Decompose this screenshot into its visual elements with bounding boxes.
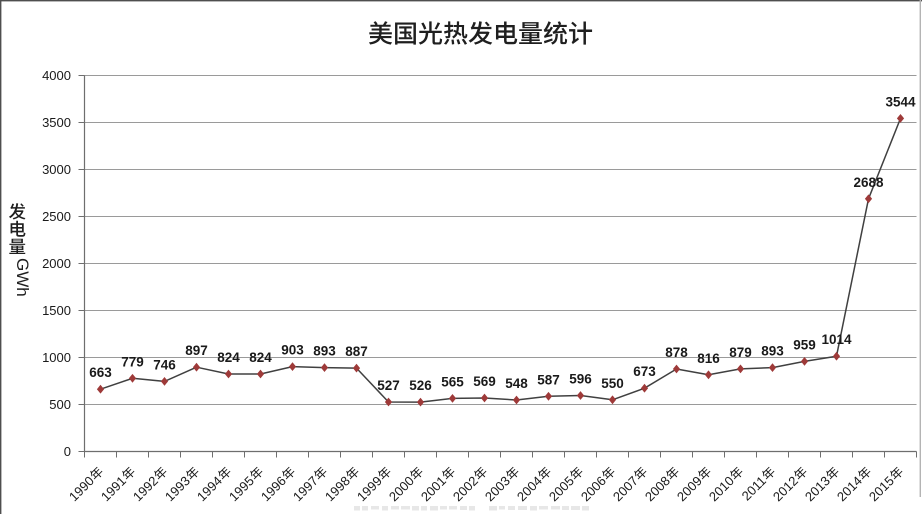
svg-text:903: 903: [281, 343, 304, 358]
svg-text:3544: 3544: [885, 94, 916, 109]
svg-text:897: 897: [185, 343, 208, 358]
svg-text:569: 569: [473, 374, 496, 389]
svg-text:596: 596: [569, 372, 592, 387]
svg-text:2688: 2688: [853, 175, 884, 190]
svg-text:893: 893: [761, 344, 784, 359]
svg-text:1500: 1500: [42, 303, 71, 318]
svg-text:3500: 3500: [42, 115, 71, 130]
svg-text:878: 878: [665, 345, 688, 360]
svg-text:779: 779: [121, 354, 144, 369]
svg-text:2000: 2000: [42, 256, 71, 271]
svg-text:3000: 3000: [42, 162, 71, 177]
svg-text:527: 527: [377, 378, 400, 393]
svg-text:879: 879: [729, 345, 752, 360]
svg-text:1014: 1014: [821, 332, 852, 347]
svg-text:548: 548: [505, 376, 528, 391]
svg-text:587: 587: [537, 372, 560, 387]
svg-text:887: 887: [345, 344, 368, 359]
svg-text:500: 500: [49, 397, 71, 412]
svg-text:1000: 1000: [42, 350, 71, 365]
svg-text:663: 663: [89, 365, 112, 380]
svg-text:746: 746: [153, 357, 176, 372]
svg-text:2500: 2500: [42, 209, 71, 224]
svg-text:565: 565: [441, 374, 464, 389]
svg-text:0: 0: [64, 444, 71, 459]
svg-text:959: 959: [793, 337, 816, 352]
svg-text:GWh: GWh: [13, 258, 32, 297]
svg-text:550: 550: [601, 376, 624, 391]
svg-text:824: 824: [249, 350, 272, 365]
svg-text:526: 526: [409, 378, 432, 393]
svg-text:673: 673: [633, 364, 656, 379]
svg-text:4000: 4000: [42, 68, 71, 83]
svg-text:824: 824: [217, 350, 240, 365]
svg-text:893: 893: [313, 344, 336, 359]
svg-text:816: 816: [697, 351, 720, 366]
